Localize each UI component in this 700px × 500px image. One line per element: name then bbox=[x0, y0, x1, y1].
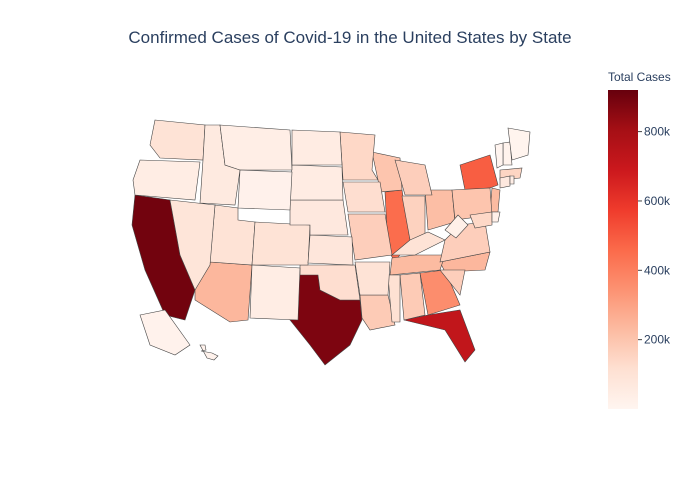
state-or[interactable] bbox=[132, 159, 201, 201]
state-wa[interactable] bbox=[149, 119, 206, 161]
state-ks[interactable] bbox=[307, 234, 354, 266]
state-nm[interactable] bbox=[249, 264, 301, 321]
state-ky[interactable] bbox=[391, 231, 446, 256]
state-fl[interactable] bbox=[403, 309, 476, 363]
state-ri[interactable] bbox=[509, 175, 515, 185]
state-mt[interactable] bbox=[219, 124, 293, 171]
colorbar-tick-label: 200k bbox=[644, 333, 671, 347]
state-sc[interactable] bbox=[439, 269, 466, 296]
state-tn[interactable] bbox=[389, 254, 446, 276]
state-ut[interactable] bbox=[209, 204, 256, 266]
state-mo[interactable] bbox=[347, 213, 393, 261]
state-ia[interactable] bbox=[342, 181, 386, 213]
colorbar-tick-label: 800k bbox=[644, 125, 671, 139]
state-ct[interactable] bbox=[499, 175, 511, 189]
state-ak[interactable] bbox=[139, 309, 191, 356]
state-co[interactable] bbox=[251, 221, 311, 266]
state-ny[interactable] bbox=[459, 154, 499, 191]
colorbar-gradient bbox=[608, 90, 638, 409]
chart-title: Confirmed Cases of Covid-19 in the Unite… bbox=[128, 28, 572, 47]
colorbar-title: Total Cases bbox=[608, 70, 671, 84]
state-al[interactable] bbox=[399, 272, 426, 321]
state-wv[interactable] bbox=[444, 214, 469, 239]
state-mn[interactable] bbox=[339, 131, 379, 181]
state-ga[interactable] bbox=[419, 269, 461, 316]
state-hi[interactable] bbox=[199, 344, 219, 361]
state-md[interactable] bbox=[469, 211, 493, 229]
state-vt[interactable] bbox=[494, 142, 504, 169]
state-ar[interactable] bbox=[354, 261, 391, 296]
colorbar-tick-label: 600k bbox=[644, 194, 671, 208]
state-ms[interactable] bbox=[387, 274, 401, 323]
state-sd[interactable] bbox=[289, 164, 344, 201]
colorbar-ticks: 200k 400k 600k 800k bbox=[638, 125, 671, 347]
colorbar-tick-label: 400k bbox=[644, 263, 671, 277]
state-mi[interactable] bbox=[394, 159, 433, 196]
us-states bbox=[131, 119, 531, 366]
state-ok[interactable] bbox=[299, 264, 361, 301]
colorbar: Total Cases 200k 400k 600k 800k bbox=[608, 70, 671, 409]
state-de[interactable] bbox=[491, 211, 501, 223]
state-wy[interactable] bbox=[237, 169, 293, 211]
state-nv[interactable] bbox=[169, 199, 216, 291]
state-me[interactable] bbox=[507, 127, 531, 161]
state-nd[interactable] bbox=[291, 129, 343, 166]
